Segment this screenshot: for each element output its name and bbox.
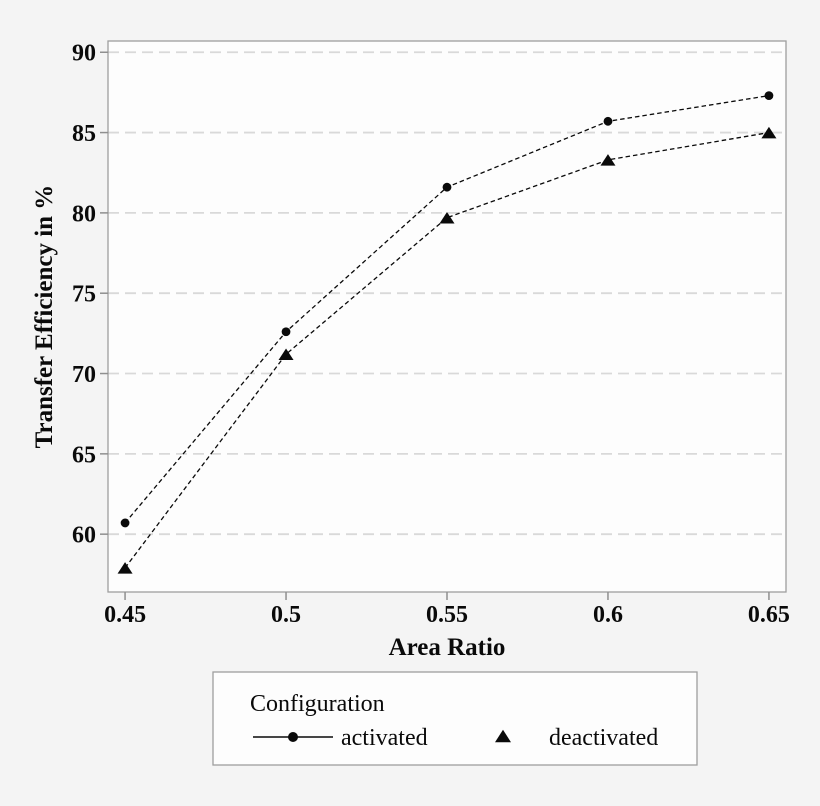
x-tick-label: 0.55 <box>426 602 468 628</box>
y-axis-title: Transfer Efficiency in % <box>31 185 58 449</box>
marker-circle <box>603 116 613 126</box>
marker-circle <box>764 91 774 101</box>
marker-triangle <box>600 154 616 166</box>
marker-circle <box>442 182 452 192</box>
series-deactivated <box>117 126 777 574</box>
legend-deactivated-marker <box>495 729 511 743</box>
y-tick-label: 75 <box>72 282 96 308</box>
y-tick-label: 70 <box>72 362 96 388</box>
x-tick-label: 0.45 <box>104 602 146 628</box>
legend: Configuration activated deactivated <box>212 671 698 766</box>
legend-box <box>212 671 698 766</box>
y-tick-label: 65 <box>72 442 96 468</box>
marker-circle <box>120 518 130 528</box>
x-tick-label: 0.6 <box>593 602 623 628</box>
x-tick-label: 0.65 <box>748 602 790 628</box>
y-tick-label: 80 <box>72 201 96 227</box>
marker-triangle <box>439 211 455 224</box>
marker-triangle <box>117 562 133 574</box>
x-axis: 0.45 0.5 0.55 0.6 0.65 <box>104 592 790 628</box>
y-tick-label: 85 <box>72 121 96 147</box>
y-axis: 60 65 70 75 80 85 90 <box>72 41 108 549</box>
marker-triangle <box>278 348 294 361</box>
series-activated <box>120 91 774 528</box>
marker-circle <box>281 327 291 337</box>
legend-title: Configuration <box>250 691 385 717</box>
x-tick-label: 0.5 <box>271 602 301 628</box>
marker-triangle <box>761 126 777 139</box>
y-tick-label: 60 <box>72 523 96 549</box>
legend-label-deactivated: deactivated <box>549 725 658 751</box>
plot-area <box>108 41 786 592</box>
gridlines <box>108 51 786 536</box>
y-tick-label: 90 <box>72 41 96 67</box>
legend-label-activated: activated <box>341 725 428 751</box>
legend-activated-marker <box>288 732 298 742</box>
x-axis-title: Area Ratio <box>389 634 506 661</box>
